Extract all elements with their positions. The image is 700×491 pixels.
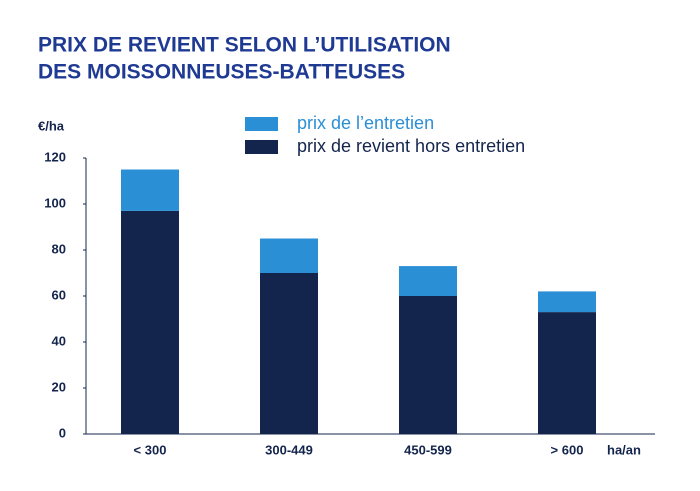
bar-segment [260, 238, 318, 273]
y-tick-label: 40 [52, 333, 66, 348]
bar-segment [399, 266, 457, 296]
y-tick-label: 60 [52, 287, 66, 302]
legend-swatch [245, 117, 278, 131]
bar-segment [260, 273, 318, 434]
legend-label: prix de l’entretien [297, 113, 434, 133]
y-tick-label: 20 [52, 379, 66, 394]
bar-segment [538, 291, 596, 313]
bar-segment [538, 312, 596, 434]
chart-title: PRIX DE REVIENT SELON L’UTILISATION [38, 34, 451, 57]
x-axis-label: ha/an [607, 442, 641, 457]
x-tick-label: > 600 [551, 442, 584, 457]
x-tick-label: 450-599 [404, 442, 452, 457]
y-axis-label: €/ha [38, 118, 65, 133]
y-tick-label: 80 [52, 241, 66, 256]
y-tick-label: 100 [44, 195, 66, 210]
bar-segment [121, 210, 179, 434]
y-tick-label: 0 [59, 425, 66, 440]
x-tick-label: 300-449 [265, 442, 313, 457]
x-tick-label: < 300 [134, 442, 167, 457]
bar-segment [399, 296, 457, 434]
legend-label: prix de revient hors entretien [297, 136, 525, 156]
bar-segment [121, 169, 179, 211]
y-tick-label: 120 [44, 149, 66, 164]
legend-swatch [245, 140, 278, 154]
chart-title: DES MOISSONNEUSES-BATTEUSES [38, 61, 405, 84]
